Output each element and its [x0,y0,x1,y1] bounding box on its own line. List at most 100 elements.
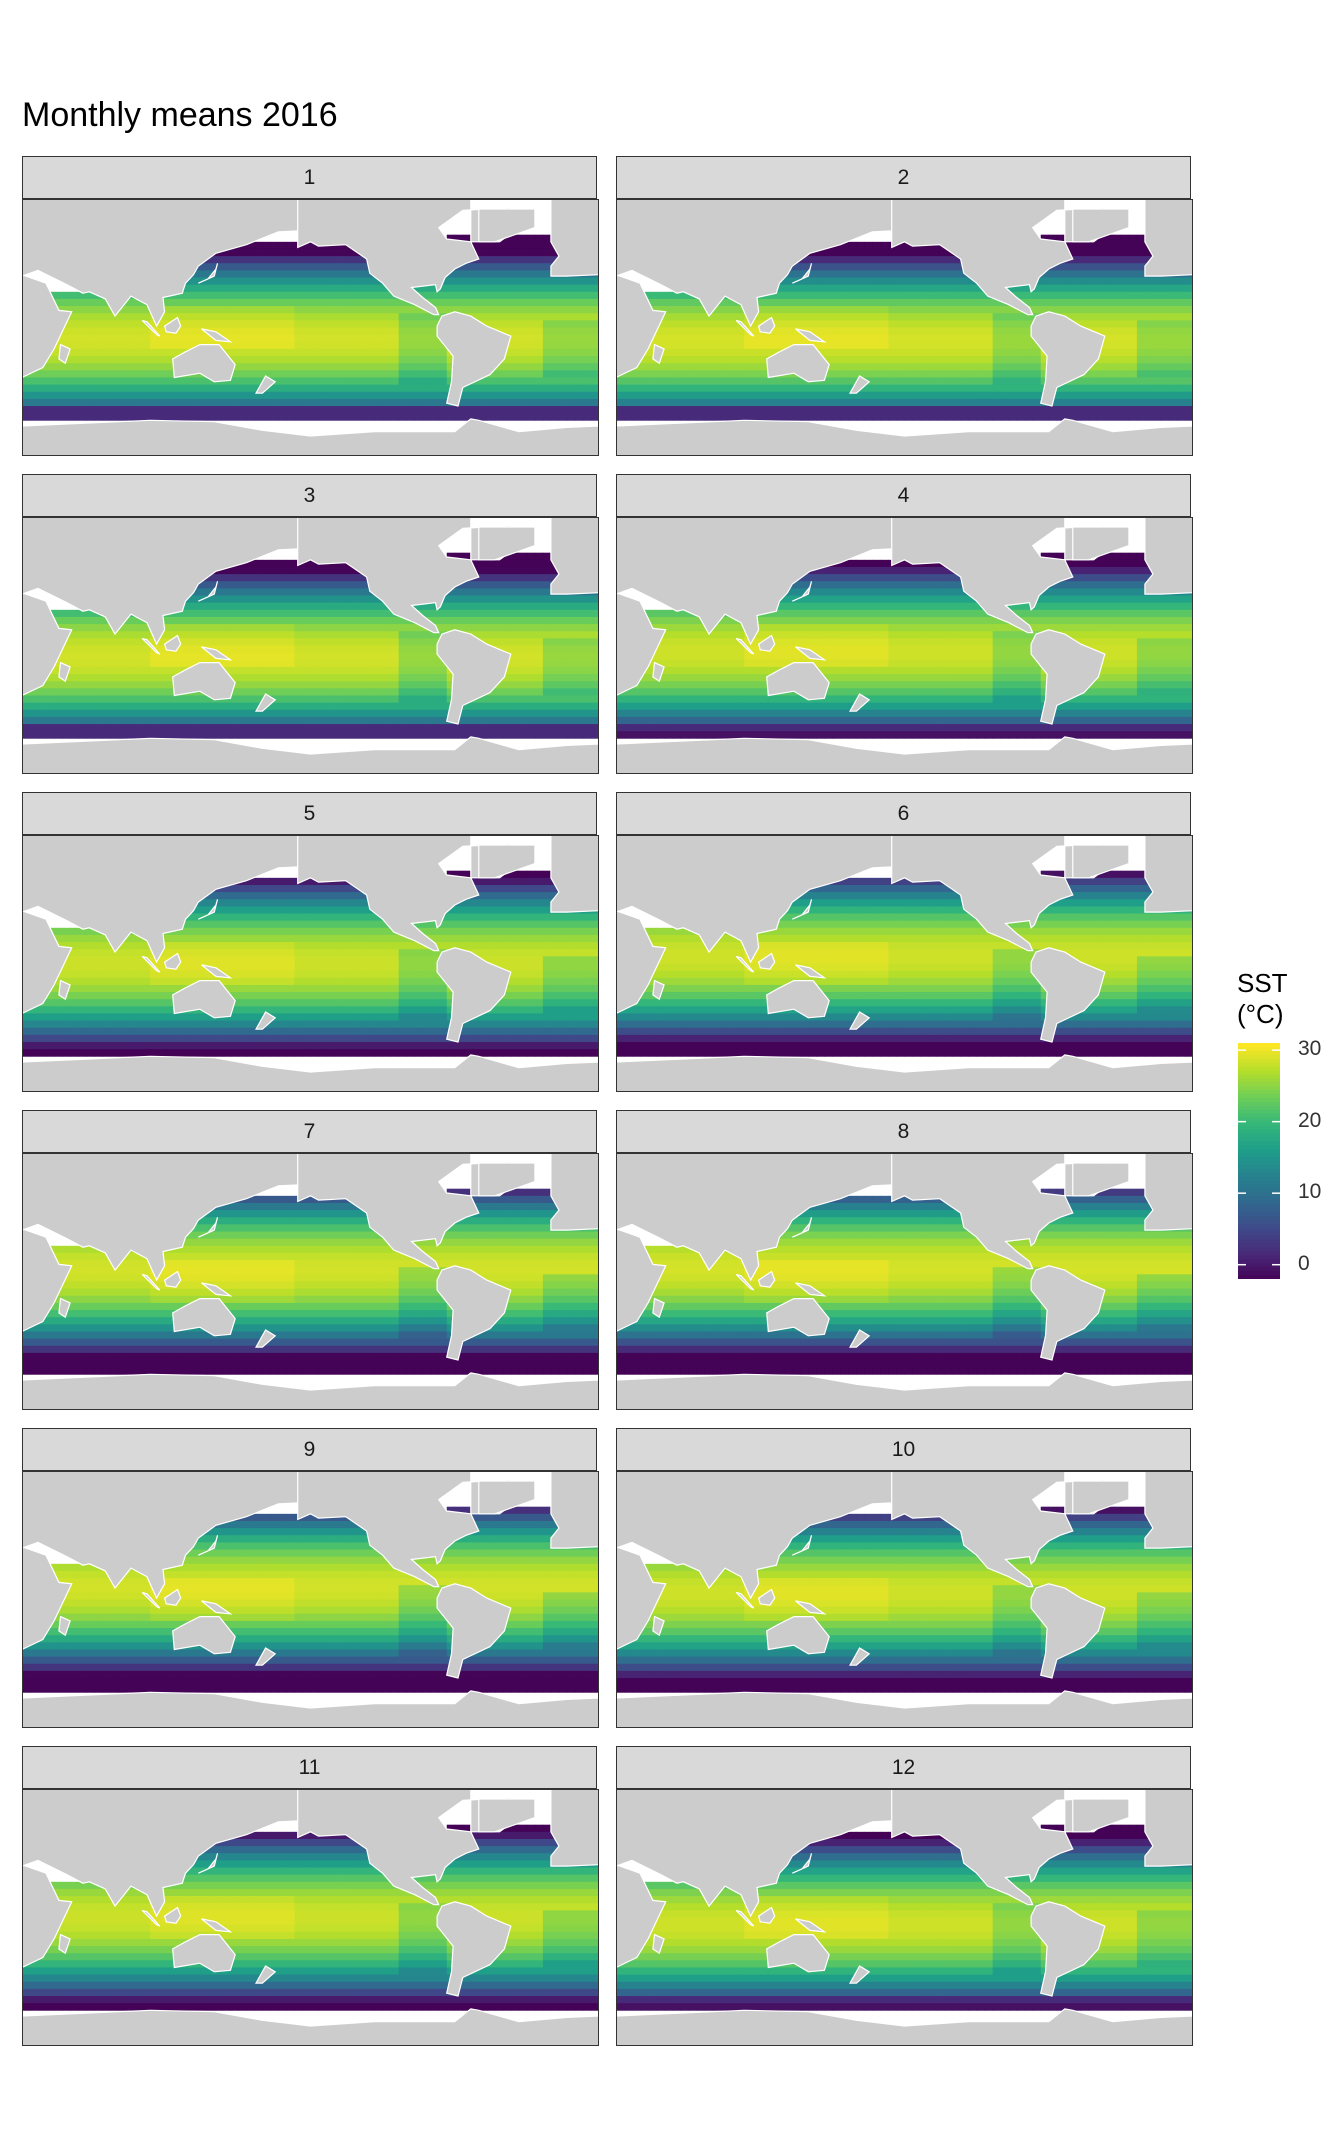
sst-tile [1056,306,1066,314]
sst-tile [366,652,376,661]
sst-tile [558,681,568,689]
sst-tile [1056,291,1066,300]
sst-tile [888,377,897,386]
sst-tile [278,645,287,654]
sst-tile [262,566,271,575]
sst-tile [888,270,897,278]
sst-tile [62,291,71,300]
sst-tile [398,681,408,689]
sst-tile [526,574,536,582]
sst-map-month-3 [22,517,599,774]
sst-tile [126,363,135,371]
sst-tile [976,348,986,357]
sst-tile [928,270,937,278]
sst-tile [960,363,970,371]
sst-tile [1120,298,1130,307]
sst-tile [542,248,552,257]
sst-tile [318,413,327,421]
sst-tile [270,356,279,364]
sst-tile [366,716,376,725]
sst-tile [542,674,552,682]
sst-tile [46,695,55,704]
sst-tile [840,270,849,278]
sst-tile [278,652,287,661]
sst-tile [126,631,135,639]
sst-tile [238,377,247,386]
sst-tile [62,688,71,696]
sst-tile [438,370,448,378]
sst-tile [840,341,849,350]
sst-tile [510,327,520,336]
sst-tile [422,398,432,407]
sst-tile [542,284,552,293]
sst-tile [728,377,737,386]
sst-tile [664,398,673,407]
sst-tile [736,356,745,364]
sst-tile [928,363,937,371]
sst-tile [358,688,367,696]
sst-tile [222,341,231,350]
sst-tile [342,384,351,393]
sst-tile [238,659,247,668]
sst-tile [928,356,937,364]
sst-tile [518,363,528,371]
sst-tile [454,277,464,286]
sst-tile [680,370,689,378]
sst-tile [94,666,103,675]
sst-tile [342,298,351,307]
sst-tile [166,709,175,718]
sst-tile [70,406,79,414]
sst-tile [278,709,287,718]
sst-tile [230,327,239,336]
sst-tile [776,334,785,343]
sst-tile [454,413,464,421]
sst-tile [102,384,111,393]
sst-tile [1160,284,1170,293]
sst-tile [190,384,199,393]
sst-tile [696,398,705,407]
sst-tile [856,341,865,350]
sst-tile [190,588,199,596]
sst-tile [294,320,303,328]
sst-tile [174,341,183,350]
sst-tile [1096,356,1106,364]
sst-tile [374,616,384,625]
sst-tile [518,320,528,328]
sst-tile [262,413,271,421]
sst-tile [896,377,905,386]
sst-tile [70,398,79,407]
sst-tile [526,384,536,393]
sst-tile [214,277,223,286]
sst-tile [214,306,223,314]
sst-tile [286,248,295,257]
sst-tile [526,581,536,589]
sst-tile [262,277,271,286]
sst-tile [342,659,351,668]
sst-tile [422,681,432,689]
sst-tile [342,709,351,718]
sst-tile [664,370,673,378]
sst-tile [302,716,311,725]
sst-tile [848,341,857,350]
sst-tile [952,370,961,378]
sst-tile [784,277,793,286]
sst-tile [270,659,279,668]
sst-tile [944,406,953,414]
sst-tile [310,320,319,328]
sst-tile [86,391,95,400]
sst-tile [558,398,568,407]
sst-tile [526,588,536,596]
sst-tile [222,645,231,654]
sst-tile [680,413,689,421]
sst-tile [214,327,223,336]
sst-tile [680,327,689,336]
sst-tile [664,363,673,371]
sst-tile [928,313,937,321]
sst-tile [616,398,625,407]
sst-tile [1136,234,1146,243]
sst-tile [992,341,1002,350]
sst-tile [318,348,327,357]
sst-tile [38,702,47,711]
sst-tile [294,631,303,639]
sst-tile [342,602,351,611]
